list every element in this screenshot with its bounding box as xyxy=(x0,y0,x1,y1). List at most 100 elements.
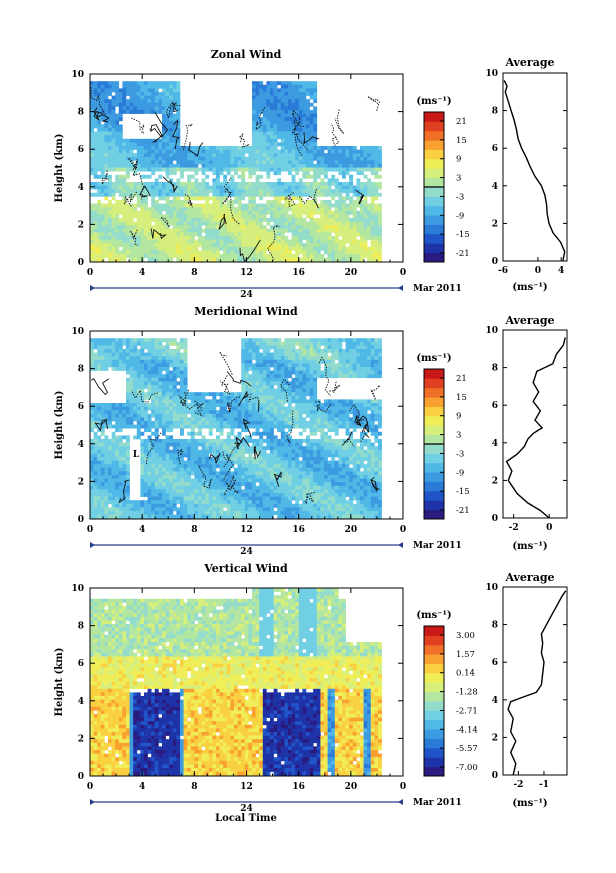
heatmap-cell xyxy=(118,489,123,494)
heatmap-cell xyxy=(111,185,116,190)
heatmap-cell xyxy=(190,239,195,244)
heatmap-cell xyxy=(201,457,206,461)
heatmap-cell xyxy=(133,359,138,364)
heatmap-cell xyxy=(144,149,148,154)
x-tick-label: 8 xyxy=(191,268,197,278)
heatmap-cell xyxy=(122,471,127,476)
heatmap-cell xyxy=(140,385,145,389)
heatmap-cell xyxy=(212,203,217,208)
heatmap-cell xyxy=(104,120,109,125)
heatmap-cell xyxy=(298,88,303,93)
heatmap-cell xyxy=(111,99,116,104)
heatmap-cell xyxy=(108,421,112,425)
heatmap-cell xyxy=(100,406,105,411)
heatmap-cell xyxy=(158,442,163,447)
heatmap-cell xyxy=(126,341,130,346)
heatmap-cell xyxy=(198,464,202,469)
heatmap-cell xyxy=(162,146,166,150)
heatmap-cell xyxy=(122,250,127,255)
heatmap-cell xyxy=(180,359,184,364)
heatmap-cell xyxy=(226,503,231,508)
heatmap-cell xyxy=(370,185,375,190)
heatmap-cell xyxy=(248,160,253,165)
heatmap-cell xyxy=(198,442,202,447)
heatmap-cell xyxy=(198,503,202,508)
heatmap-cell xyxy=(295,149,300,154)
heatmap-cell xyxy=(252,113,256,118)
heatmap-cell xyxy=(176,243,181,248)
heatmap-cell xyxy=(201,395,206,400)
heatmap-cell xyxy=(140,503,145,508)
heatmap-cell xyxy=(363,156,368,161)
heatmap-cell xyxy=(108,460,112,465)
heatmap-cell xyxy=(104,442,109,447)
heatmap-cell xyxy=(226,435,231,440)
heatmap-cell xyxy=(176,178,181,183)
heatmap-cell xyxy=(320,167,325,172)
heatmap-cell xyxy=(104,471,109,476)
heatmap-cell xyxy=(169,171,174,176)
heatmap-cell xyxy=(226,167,231,172)
heatmap-cell xyxy=(126,189,130,194)
heatmap-cell xyxy=(313,243,318,248)
heatmap-cell xyxy=(255,207,260,212)
heatmap-cell xyxy=(316,189,321,194)
heatmap-cell xyxy=(122,475,127,479)
heatmap-cell xyxy=(158,374,163,379)
heatmap-cell xyxy=(154,218,159,222)
heatmap-cell xyxy=(108,417,112,422)
heatmap-cell xyxy=(201,421,206,425)
heatmap-cell xyxy=(162,203,166,208)
heatmap-cell xyxy=(212,225,217,230)
heatmap-cell xyxy=(169,149,174,154)
heatmap-cell xyxy=(255,254,260,258)
heatmap-cell xyxy=(212,221,217,226)
heatmap-cell xyxy=(324,239,328,244)
heatmap-cell xyxy=(129,345,134,350)
heatmap-cell xyxy=(151,446,156,451)
heatmap-cell xyxy=(324,189,328,194)
x-tick-label: 4 xyxy=(139,268,145,278)
heatmap-cell xyxy=(244,352,249,357)
heatmap-cell xyxy=(136,424,141,429)
heatmap-cell xyxy=(129,363,134,368)
heatmap-cell xyxy=(259,182,264,186)
heatmap-cell xyxy=(183,421,188,425)
heatmap-cell xyxy=(219,417,224,422)
heatmap-cell xyxy=(97,439,102,443)
heatmap-cell xyxy=(158,338,163,343)
heatmap-cell xyxy=(104,446,109,451)
heatmap-cell xyxy=(237,192,242,197)
heatmap-cell xyxy=(201,196,206,201)
heatmap-cell xyxy=(129,392,134,397)
heatmap-cell xyxy=(165,341,170,346)
heatmap-cell xyxy=(93,164,98,168)
heatmap-cell xyxy=(320,225,325,230)
heatmap-cell xyxy=(223,457,228,461)
heatmap-cell xyxy=(237,413,242,418)
heatmap-cell xyxy=(151,424,156,429)
heatmap-cell xyxy=(93,417,98,422)
heatmap-cell xyxy=(360,167,364,172)
heatmap-cell xyxy=(129,196,134,201)
heatmap-cell xyxy=(309,110,314,114)
heatmap-cell xyxy=(108,338,112,343)
heatmap-cell xyxy=(100,131,105,136)
heatmap-cell xyxy=(270,225,274,230)
heatmap-cell xyxy=(129,424,134,429)
heatmap-cell xyxy=(154,359,159,364)
heatmap-cell xyxy=(248,514,253,519)
heatmap-cell xyxy=(280,117,285,122)
heatmap-cell xyxy=(208,514,213,519)
heatmap-cell xyxy=(140,81,145,86)
heatmap-cell xyxy=(165,496,170,501)
heatmap-cell xyxy=(151,189,156,194)
heatmap-cell xyxy=(194,221,199,226)
heatmap-cell xyxy=(180,171,184,176)
heatmap-cell xyxy=(100,449,105,454)
heatmap-cell xyxy=(223,500,228,505)
heatmap-cell xyxy=(176,164,181,168)
heatmap-cell xyxy=(270,232,274,237)
heatmap-cell xyxy=(201,442,206,447)
